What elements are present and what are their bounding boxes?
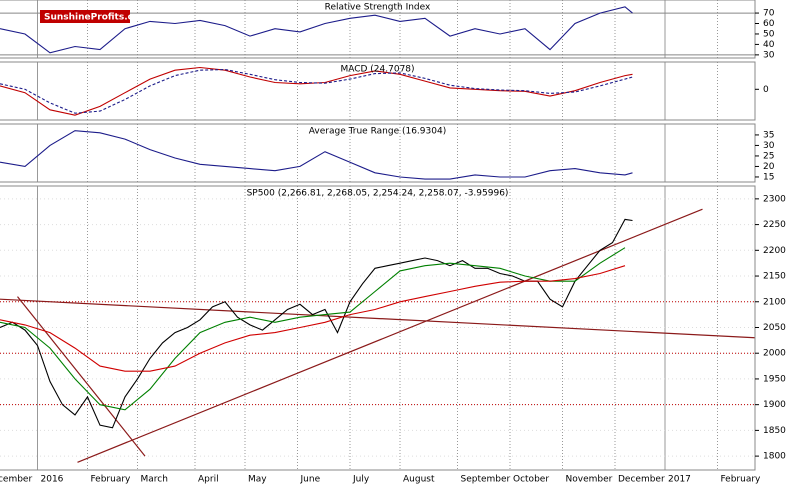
- panel-title: SP500 (2,266.81, 2,268.05, 2,254.24, 2,2…: [247, 189, 509, 199]
- logo-box: [40, 10, 130, 23]
- y-tick-label: 40: [763, 40, 775, 50]
- y-tick-label: 60: [763, 19, 775, 29]
- x-tick-label: August: [403, 475, 435, 485]
- panel-title: MACD (24.7078): [340, 65, 414, 75]
- y-tick-label: 30: [763, 50, 775, 60]
- y-tick-label: 15: [763, 172, 774, 182]
- panel-title: Average True Range (16.9304): [309, 127, 446, 137]
- x-tick-label: July: [352, 475, 370, 485]
- x-tick-label: 2017: [668, 475, 691, 485]
- x-tick-label: December: [0, 475, 32, 485]
- series-line: [0, 68, 633, 114]
- trend-line: [17, 296, 146, 457]
- y-tick-label: 2200: [763, 246, 786, 256]
- panel-frame: [0, 61, 756, 121]
- series-line: [0, 66, 633, 116]
- x-tick-label: December: [618, 475, 665, 485]
- y-tick-label: 20: [763, 162, 775, 172]
- trend-line: [77, 208, 703, 463]
- panel-title: Relative Strength Index: [325, 3, 431, 13]
- y-tick-label: 30: [763, 141, 775, 151]
- y-tick-label: 2100: [763, 297, 786, 307]
- panel: [0, 124, 718, 182]
- y-tick-label: 25: [763, 151, 774, 161]
- logo-text: SunshineProfits.com: [44, 13, 149, 23]
- y-tick-label: 1950: [763, 374, 786, 384]
- y-tick-label: 2000: [763, 349, 786, 359]
- y-tick-label: 2250: [763, 220, 786, 230]
- x-tick-label: June: [300, 475, 321, 485]
- panel-frame: [0, 185, 756, 471]
- panel-frame: [0, 123, 756, 183]
- x-tick-label: 2016: [41, 475, 64, 485]
- y-tick-label: 1800: [763, 452, 786, 462]
- logo: SunshineProfits.com: [40, 10, 149, 23]
- panel-frame: [0, 0, 756, 59]
- x-tick-label: April: [198, 475, 219, 485]
- y-tick-label: 2050: [763, 323, 786, 333]
- x-tick-label: May: [248, 475, 267, 485]
- series-line: [0, 265, 626, 372]
- x-tick-label: October: [513, 475, 549, 485]
- y-tick-label: 50: [763, 29, 775, 39]
- y-tick-label: 70: [763, 9, 775, 19]
- x-tick-label: September: [461, 475, 511, 485]
- panel: [0, 62, 718, 120]
- x-tick-label: February: [721, 475, 762, 485]
- y-tick-label: 1850: [763, 426, 786, 436]
- series-line: [0, 130, 633, 180]
- y-tick-label: 2300: [763, 194, 786, 204]
- y-tick-label: 35: [763, 130, 774, 140]
- x-tick-label: March: [141, 475, 168, 485]
- x-tick-label: February: [91, 475, 132, 485]
- series-line: [0, 6, 633, 54]
- trend-line: [0, 298, 755, 339]
- y-tick-label: 0: [763, 85, 769, 95]
- y-tick-label: 2150: [763, 272, 786, 282]
- y-tick-label: 1900: [763, 400, 786, 410]
- x-tick-label: November: [566, 475, 613, 485]
- series-line: [0, 247, 626, 411]
- panel: [0, 186, 755, 470]
